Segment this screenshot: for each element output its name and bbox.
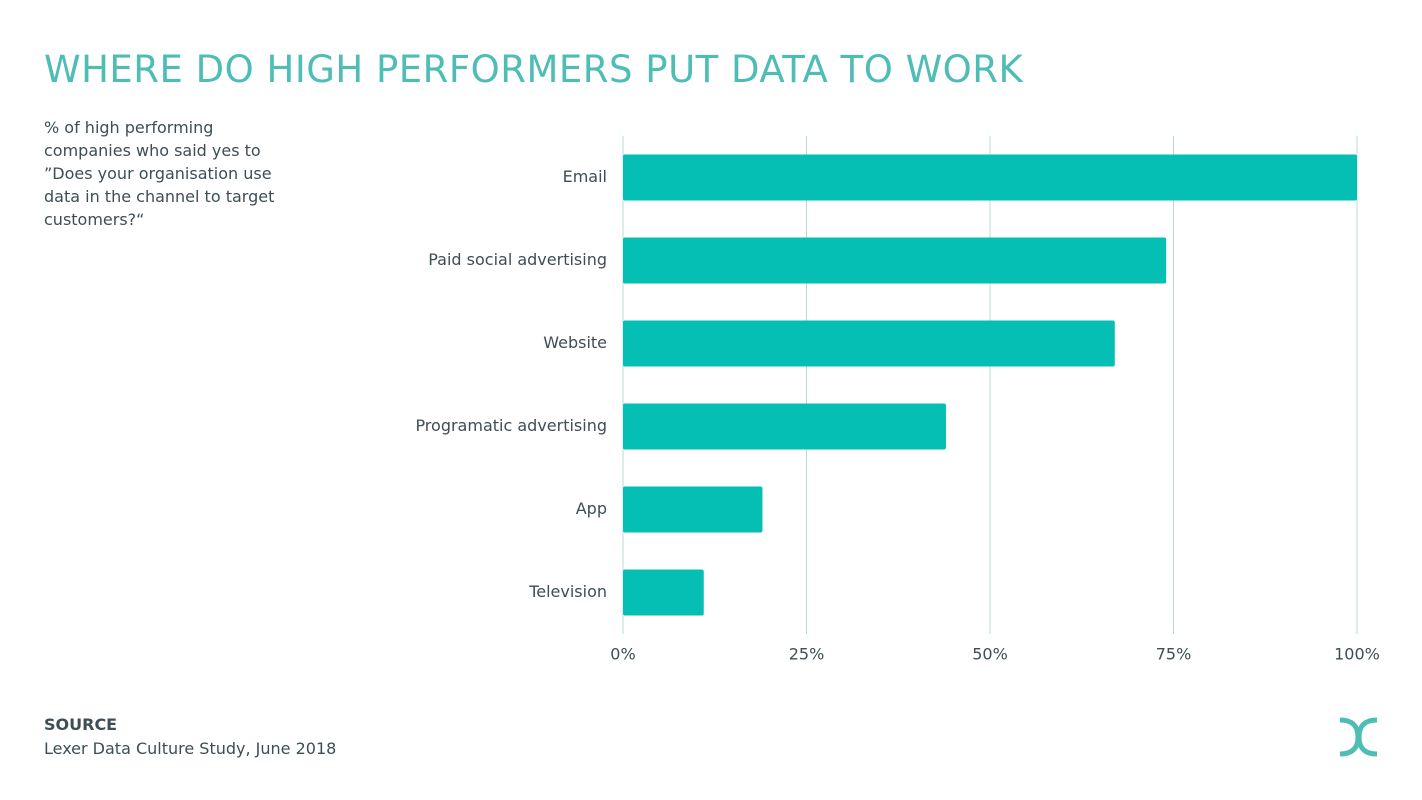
x-tick-label: 75% xyxy=(1156,645,1192,664)
x-tick-label: 50% xyxy=(972,645,1008,664)
bar xyxy=(623,403,946,450)
chart-subtitle: % of high performing companies who said … xyxy=(44,118,275,229)
y-tick-label: Email xyxy=(563,167,607,186)
x-tick-label: 25% xyxy=(789,645,825,664)
y-tick-label: App xyxy=(576,499,607,518)
source-heading: SOURCE xyxy=(44,715,118,734)
logo xyxy=(1339,717,1378,757)
bar xyxy=(623,154,1357,201)
bar xyxy=(623,237,1167,284)
chart-title: WHERE DO HIGH PERFORMERS PUT DATA TO WOR… xyxy=(44,48,1024,91)
y-tick-label: Website xyxy=(543,333,607,352)
y-tick-label: Programatic advertising xyxy=(415,416,607,435)
source: Lexer Data Culture Study, June 2018 xyxy=(44,739,337,758)
bar xyxy=(623,486,763,533)
y-tick-label: Television xyxy=(528,582,607,601)
bar xyxy=(623,320,1115,367)
x-tick-label: 100% xyxy=(1334,645,1380,664)
x-tick-label: 0% xyxy=(610,645,635,664)
bar xyxy=(623,569,704,616)
y-tick-label: Paid social advertising xyxy=(428,250,607,269)
